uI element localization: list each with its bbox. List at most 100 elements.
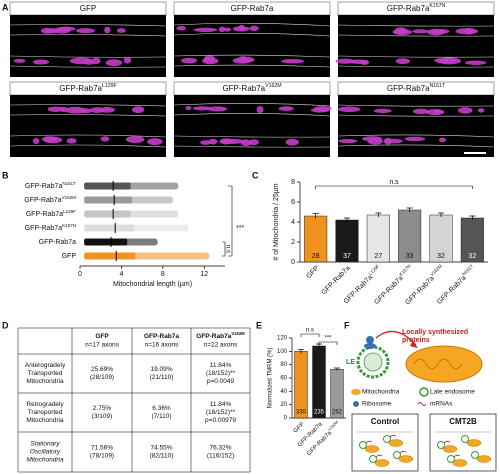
error-bar bbox=[312, 213, 319, 219]
table-cell: p=0.00979 bbox=[205, 417, 236, 424]
column-header: GFP-Rab7a bbox=[144, 333, 179, 340]
n-label: 28 bbox=[312, 253, 320, 260]
significance: *** bbox=[324, 336, 332, 342]
legend-mito bbox=[351, 389, 361, 395]
table-cell: 2.75% bbox=[93, 405, 112, 412]
table-cell: p=0.0049 bbox=[207, 378, 235, 385]
mini-le bbox=[359, 441, 367, 449]
mini-le bbox=[471, 451, 479, 459]
mitochondrion bbox=[249, 25, 259, 31]
image-label: GFP bbox=[80, 4, 96, 13]
mitochondrion bbox=[125, 136, 145, 143]
row-label-sup: N161T bbox=[62, 181, 76, 186]
column-n: n=16 axons bbox=[145, 342, 180, 349]
mini-mito bbox=[452, 459, 468, 467]
mitochondrion bbox=[256, 106, 264, 114]
mitochondrion bbox=[59, 106, 69, 112]
mini-mito bbox=[442, 445, 458, 453]
table-cell: (18/152)** bbox=[206, 409, 236, 416]
mitochondrion bbox=[132, 106, 145, 114]
table-cell: 11.84% bbox=[210, 362, 232, 369]
y-axis-label: Normalized TMRM (%) bbox=[268, 348, 274, 409]
mitochondrion bbox=[240, 139, 252, 147]
mini-mrna bbox=[399, 450, 407, 454]
mitochondrion bbox=[181, 57, 198, 64]
image-label-sup: K157N bbox=[429, 3, 445, 9]
x-tick-label: 8 bbox=[161, 271, 165, 278]
mitochondrion bbox=[123, 56, 132, 64]
y-tick-label: 6 bbox=[291, 199, 295, 206]
axon-outline bbox=[173, 103, 331, 107]
image-label-sup: V162M bbox=[265, 83, 281, 89]
image-label: GFP-Rab7aV162M bbox=[222, 83, 281, 93]
error-bar bbox=[375, 212, 382, 217]
mitochondrion bbox=[248, 139, 259, 146]
y-tick-label: 100 bbox=[277, 349, 288, 355]
x-tick-label: 4 bbox=[119, 271, 123, 278]
mitochondrion bbox=[69, 57, 93, 65]
image-label-base: GFP-Rab7a bbox=[387, 4, 430, 13]
cristae bbox=[413, 358, 463, 370]
category-label-base: GFP bbox=[305, 265, 320, 280]
category-label-base: GFP-Rab7a bbox=[343, 274, 374, 305]
row-label: GFP-Rab7aL129F bbox=[26, 209, 76, 218]
mitochondrion bbox=[232, 26, 250, 32]
axon-outline bbox=[337, 55, 495, 58]
y-tick-label: 80 bbox=[280, 362, 287, 368]
error-bar bbox=[334, 367, 340, 371]
significance: n.s bbox=[389, 179, 399, 186]
axon-outline bbox=[337, 65, 495, 68]
column-header: GFP-Rab7aV162M bbox=[196, 331, 245, 340]
axon-outline bbox=[337, 24, 495, 27]
length-core bbox=[84, 224, 134, 232]
significance: n.s bbox=[224, 245, 230, 253]
mitochondrion bbox=[104, 26, 111, 34]
row-label: Mitochondria bbox=[26, 457, 64, 464]
axon-outline bbox=[173, 22, 331, 27]
row-label: Stationary bbox=[30, 441, 60, 448]
table-cell: 6.36% bbox=[152, 405, 171, 412]
proteins-label: Locally synthesized bbox=[402, 329, 468, 336]
mitochondrion bbox=[383, 137, 392, 145]
category-label: GFP bbox=[305, 265, 320, 280]
table-cell: (116/152) bbox=[207, 453, 234, 460]
mini-le bbox=[383, 435, 391, 443]
mitochondrion bbox=[147, 138, 163, 146]
row-label: GFP-Rab7a bbox=[39, 239, 76, 246]
row-label-base: GFP-Rab7a bbox=[39, 239, 76, 246]
n-label: 37 bbox=[343, 253, 351, 260]
legend-mrna bbox=[417, 402, 427, 406]
row-label-sup: V162M bbox=[62, 195, 77, 200]
axon-outline bbox=[337, 34, 495, 37]
x-tick-label: 0 bbox=[78, 271, 82, 278]
legend-le bbox=[419, 387, 429, 397]
mitochondrion bbox=[455, 28, 479, 35]
panel-letter: D bbox=[2, 320, 9, 330]
mitochondrion bbox=[218, 26, 226, 33]
table-cell: 25.69% bbox=[91, 366, 113, 373]
mitochondrion bbox=[91, 57, 101, 65]
image-label-base: GFP-Rab7a bbox=[222, 84, 265, 93]
error-bar bbox=[438, 212, 444, 217]
bracket bbox=[222, 241, 226, 257]
mini-mito bbox=[476, 455, 492, 463]
category-label-sup: N161T bbox=[461, 263, 474, 276]
mini-le bbox=[437, 441, 445, 449]
row-label: Anterogradely bbox=[25, 362, 66, 369]
category-label: GFP-Rab7a bbox=[320, 265, 351, 296]
mitochondrion bbox=[362, 136, 383, 142]
axon-outline bbox=[173, 64, 331, 68]
proteins-label: proteins bbox=[402, 337, 430, 344]
axon-outline bbox=[173, 135, 331, 138]
y-tick-label: 8 bbox=[291, 179, 295, 186]
x-axis-label: Mitochondrial length (µm) bbox=[113, 281, 192, 288]
category-label: GFP-Rab7aN161T bbox=[435, 263, 478, 306]
panel-letter: B bbox=[2, 170, 9, 180]
image-label-base: GFP-Rab7a bbox=[387, 84, 430, 93]
bracket bbox=[228, 185, 233, 257]
column-header-base: GFP bbox=[95, 333, 109, 340]
bracket bbox=[300, 333, 320, 337]
y-tick-label: 20 bbox=[280, 402, 287, 408]
panel-letter: E bbox=[256, 320, 262, 330]
